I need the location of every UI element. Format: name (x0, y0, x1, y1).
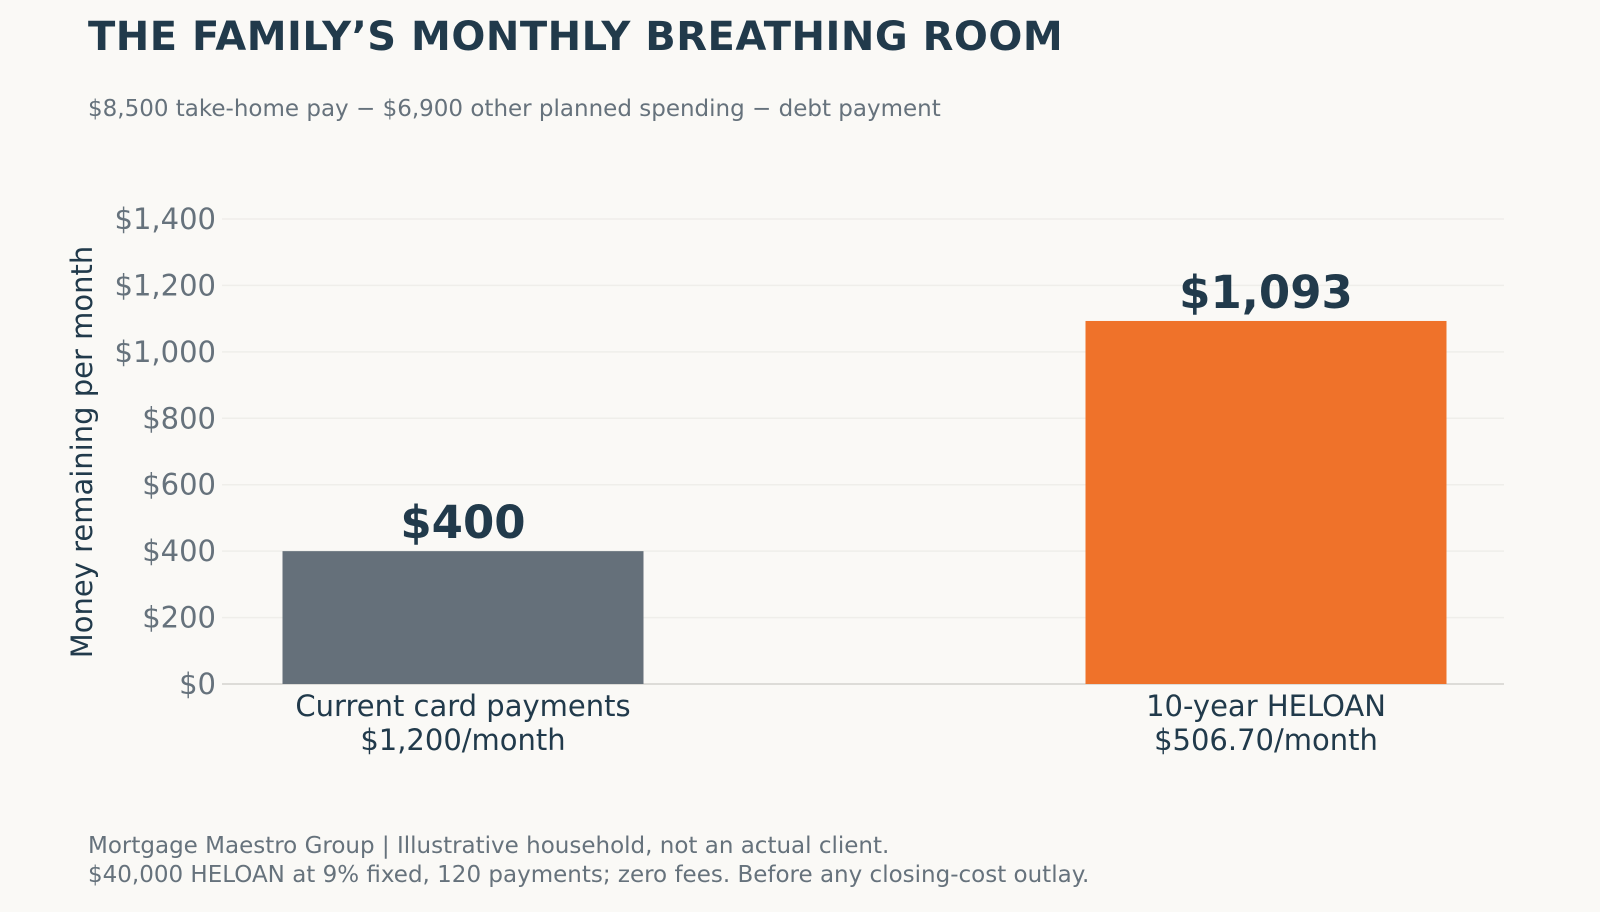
y-tick-label: $200 (142, 601, 216, 635)
bar-value-label: $1,093 (1179, 266, 1353, 319)
y-tick-label: $400 (142, 534, 216, 568)
bar-2 (1085, 320, 1447, 684)
chart-footer: Mortgage Maestro Group | Illustrative ho… (88, 832, 1089, 890)
x-category-label: 10-year HELOAN (1146, 689, 1386, 723)
chart-title: THE FAMILY’S MONTHLY BREATHING ROOM (88, 14, 1064, 60)
y-tick-label: $800 (142, 401, 216, 435)
footer-line-2: $40,000 HELOAN at 9% fixed, 120 payments… (88, 862, 1090, 888)
y-axis-title: Money remaining per month (65, 246, 99, 659)
x-category-label: Current card payments (295, 689, 630, 723)
y-tick-label: $1,200 (115, 268, 216, 302)
footer-line-1: Mortgage Maestro Group | Illustrative ho… (88, 833, 890, 859)
x-category-label: $506.70/month (1154, 723, 1378, 757)
bar-value-label: $400 (400, 496, 525, 549)
bar-chart: $0 $200 $400 $600 $800 $1,000 $1,200 $1,400 Mone… (65, 202, 1504, 757)
y-tick-label: $1,400 (115, 202, 216, 236)
y-tick-label: $600 (142, 468, 216, 502)
y-tick-label: $1,000 (115, 335, 216, 369)
chart-subtitle: $8,500 take-home pay − $6,900 other plan… (88, 96, 941, 122)
y-tick-label: $0 (179, 667, 216, 701)
bar-1 (282, 551, 644, 684)
x-category-label: $1,200/month (360, 723, 565, 757)
